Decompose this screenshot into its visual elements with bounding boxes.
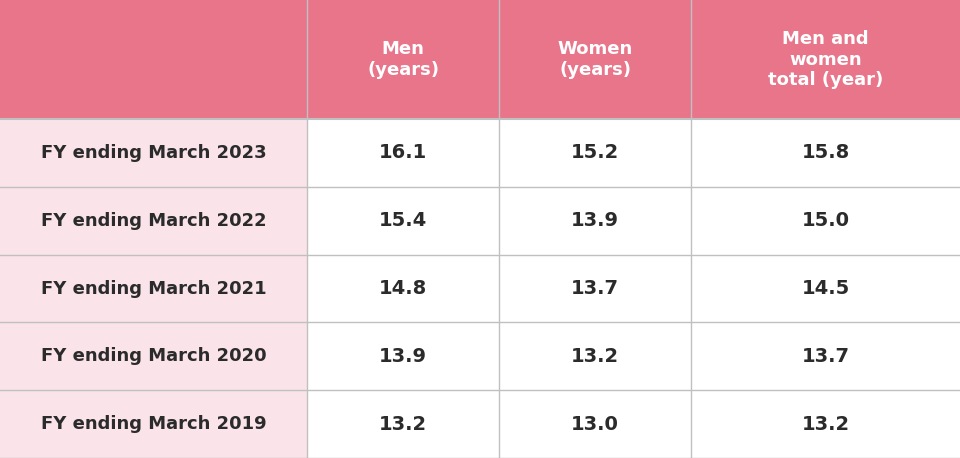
Text: 14.8: 14.8 — [379, 279, 427, 298]
Bar — [307, 0, 499, 119]
Text: FY ending March 2023: FY ending March 2023 — [40, 144, 267, 162]
Bar — [0, 390, 307, 458]
Text: 14.5: 14.5 — [802, 279, 850, 298]
Bar — [499, 0, 691, 119]
Bar — [691, 390, 960, 458]
Text: 13.2: 13.2 — [802, 414, 850, 434]
Bar — [0, 119, 307, 187]
Text: 16.1: 16.1 — [379, 143, 427, 163]
Bar — [0, 187, 307, 255]
Text: 13.2: 13.2 — [379, 414, 427, 434]
Text: 13.7: 13.7 — [571, 279, 619, 298]
Bar — [307, 255, 499, 322]
Bar — [691, 187, 960, 255]
Bar — [499, 187, 691, 255]
Bar — [0, 322, 307, 390]
Bar — [499, 322, 691, 390]
Bar — [691, 255, 960, 322]
Bar — [0, 255, 307, 322]
Bar — [307, 322, 499, 390]
Text: FY ending March 2019: FY ending March 2019 — [40, 415, 267, 433]
Bar — [307, 119, 499, 187]
Text: FY ending March 2020: FY ending March 2020 — [40, 347, 267, 365]
Bar — [691, 322, 960, 390]
Text: 13.7: 13.7 — [802, 347, 850, 366]
Bar — [307, 390, 499, 458]
Text: 15.0: 15.0 — [802, 211, 850, 230]
Text: 13.0: 13.0 — [571, 414, 619, 434]
Bar — [0, 0, 307, 119]
Bar — [499, 255, 691, 322]
Text: Women
(years): Women (years) — [558, 40, 633, 79]
Text: 13.9: 13.9 — [379, 347, 427, 366]
Bar — [499, 119, 691, 187]
Text: FY ending March 2022: FY ending March 2022 — [40, 212, 267, 230]
Text: 15.4: 15.4 — [379, 211, 427, 230]
Text: FY ending March 2021: FY ending March 2021 — [40, 279, 267, 298]
Text: Men and
women
total (year): Men and women total (year) — [768, 30, 883, 89]
Text: 13.2: 13.2 — [571, 347, 619, 366]
Text: 15.8: 15.8 — [802, 143, 850, 163]
Bar — [691, 0, 960, 119]
Text: Men
(years): Men (years) — [368, 40, 440, 79]
Bar — [691, 119, 960, 187]
Bar — [307, 187, 499, 255]
Text: 15.2: 15.2 — [571, 143, 619, 163]
Bar — [499, 390, 691, 458]
Text: 13.9: 13.9 — [571, 211, 619, 230]
